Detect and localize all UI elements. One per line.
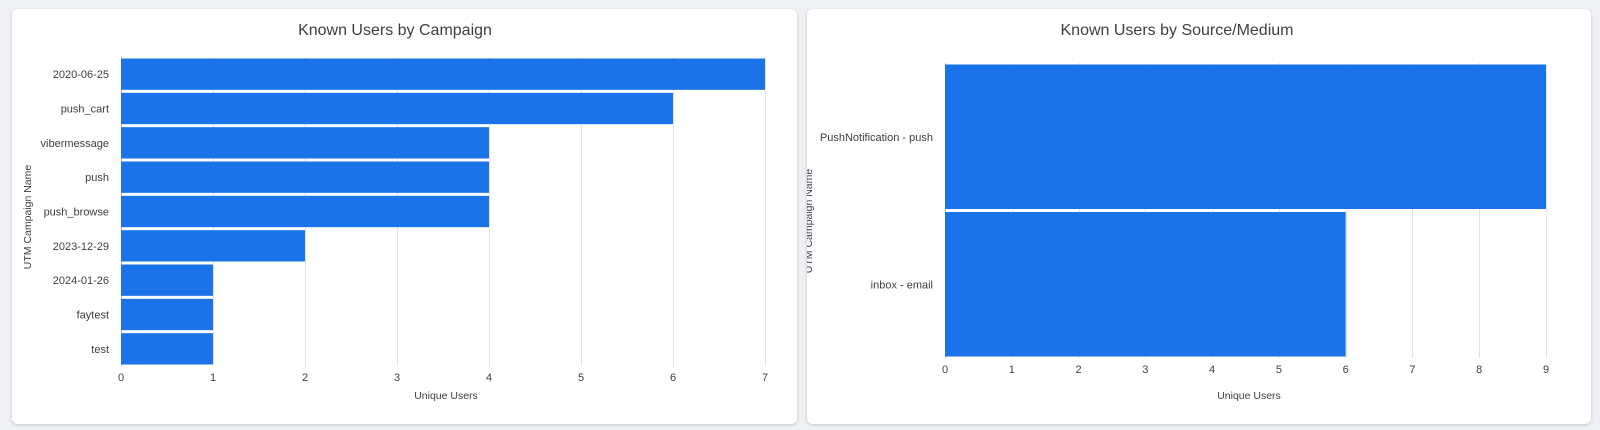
bar xyxy=(121,333,213,365)
chart-title: Known Users by Campaign xyxy=(298,22,492,39)
bar xyxy=(121,264,213,296)
bar xyxy=(121,230,305,262)
category-label: push_cart xyxy=(61,104,109,116)
category-label: push_browse xyxy=(44,207,109,219)
category-labels: PushNotification - push inbox - email xyxy=(820,132,933,292)
x-axis-title: Unique Users xyxy=(1217,390,1281,402)
bar xyxy=(945,64,1546,209)
bar xyxy=(121,58,765,90)
chart-panel-source-medium: Known Users by Source/Medium UTM Campaig… xyxy=(807,9,1591,424)
x-tick-label: 4 xyxy=(1209,364,1215,376)
x-tick-label: 7 xyxy=(1409,364,1415,376)
x-tick-label: 2 xyxy=(302,372,308,384)
x-tick-label: 4 xyxy=(486,372,492,384)
x-tick-label: 1 xyxy=(1009,364,1015,376)
x-tick-label: 9 xyxy=(1543,364,1549,376)
category-label: PushNotification - push xyxy=(820,132,933,144)
x-tick-label: 5 xyxy=(578,372,584,384)
x-tick-label: 3 xyxy=(1142,364,1148,376)
x-tick-label: 0 xyxy=(118,372,124,384)
category-label: vibermessage xyxy=(41,138,109,150)
category-label: inbox - email xyxy=(871,279,933,291)
x-tick-label: 5 xyxy=(1276,364,1282,376)
campaign-chart: Known Users by Campaign UTM Campaign Nam… xyxy=(22,22,768,402)
x-tick-label: 7 xyxy=(762,372,768,384)
x-tick-label: 0 xyxy=(942,364,948,376)
chart-panel-campaign: Known Users by Campaign UTM Campaign Nam… xyxy=(12,9,797,424)
bar xyxy=(945,212,1346,357)
x-tick-label: 8 xyxy=(1476,364,1482,376)
bars xyxy=(121,58,765,365)
x-tick-labels: 0 1 2 3 4 5 6 7 8 9 xyxy=(942,364,1549,376)
x-tick-label: 3 xyxy=(394,372,400,384)
y-axis-title: UTM Campaign Name xyxy=(807,169,815,274)
bar xyxy=(121,298,213,331)
category-label: 2020-06-25 xyxy=(53,69,109,81)
chart-title: Known Users by Source/Medium xyxy=(1061,22,1294,39)
category-label: faytest xyxy=(77,310,109,322)
bar xyxy=(121,92,673,125)
category-label: push xyxy=(85,172,109,184)
y-axis-title: UTM Campaign Name xyxy=(22,165,34,270)
category-label: 2023-12-29 xyxy=(53,241,109,253)
bar xyxy=(121,127,489,159)
x-tick-label: 1 xyxy=(210,372,216,384)
x-tick-label: 6 xyxy=(1343,364,1349,376)
bars xyxy=(945,64,1546,357)
category-label: test xyxy=(91,344,109,356)
x-tick-label: 6 xyxy=(670,372,676,384)
bar xyxy=(121,195,489,228)
category-label: 2024-01-26 xyxy=(53,275,109,287)
category-labels: 2020-06-25 push_cart vibermessage push push_… xyxy=(41,69,109,356)
x-tick-label: 2 xyxy=(1075,364,1081,376)
x-axis-title: Unique Users xyxy=(414,390,478,402)
bar xyxy=(121,161,489,193)
x-tick-labels: 0 1 2 3 4 5 6 7 xyxy=(118,372,768,384)
source-medium-chart: Known Users by Source/Medium UTM Campaig… xyxy=(807,22,1549,402)
